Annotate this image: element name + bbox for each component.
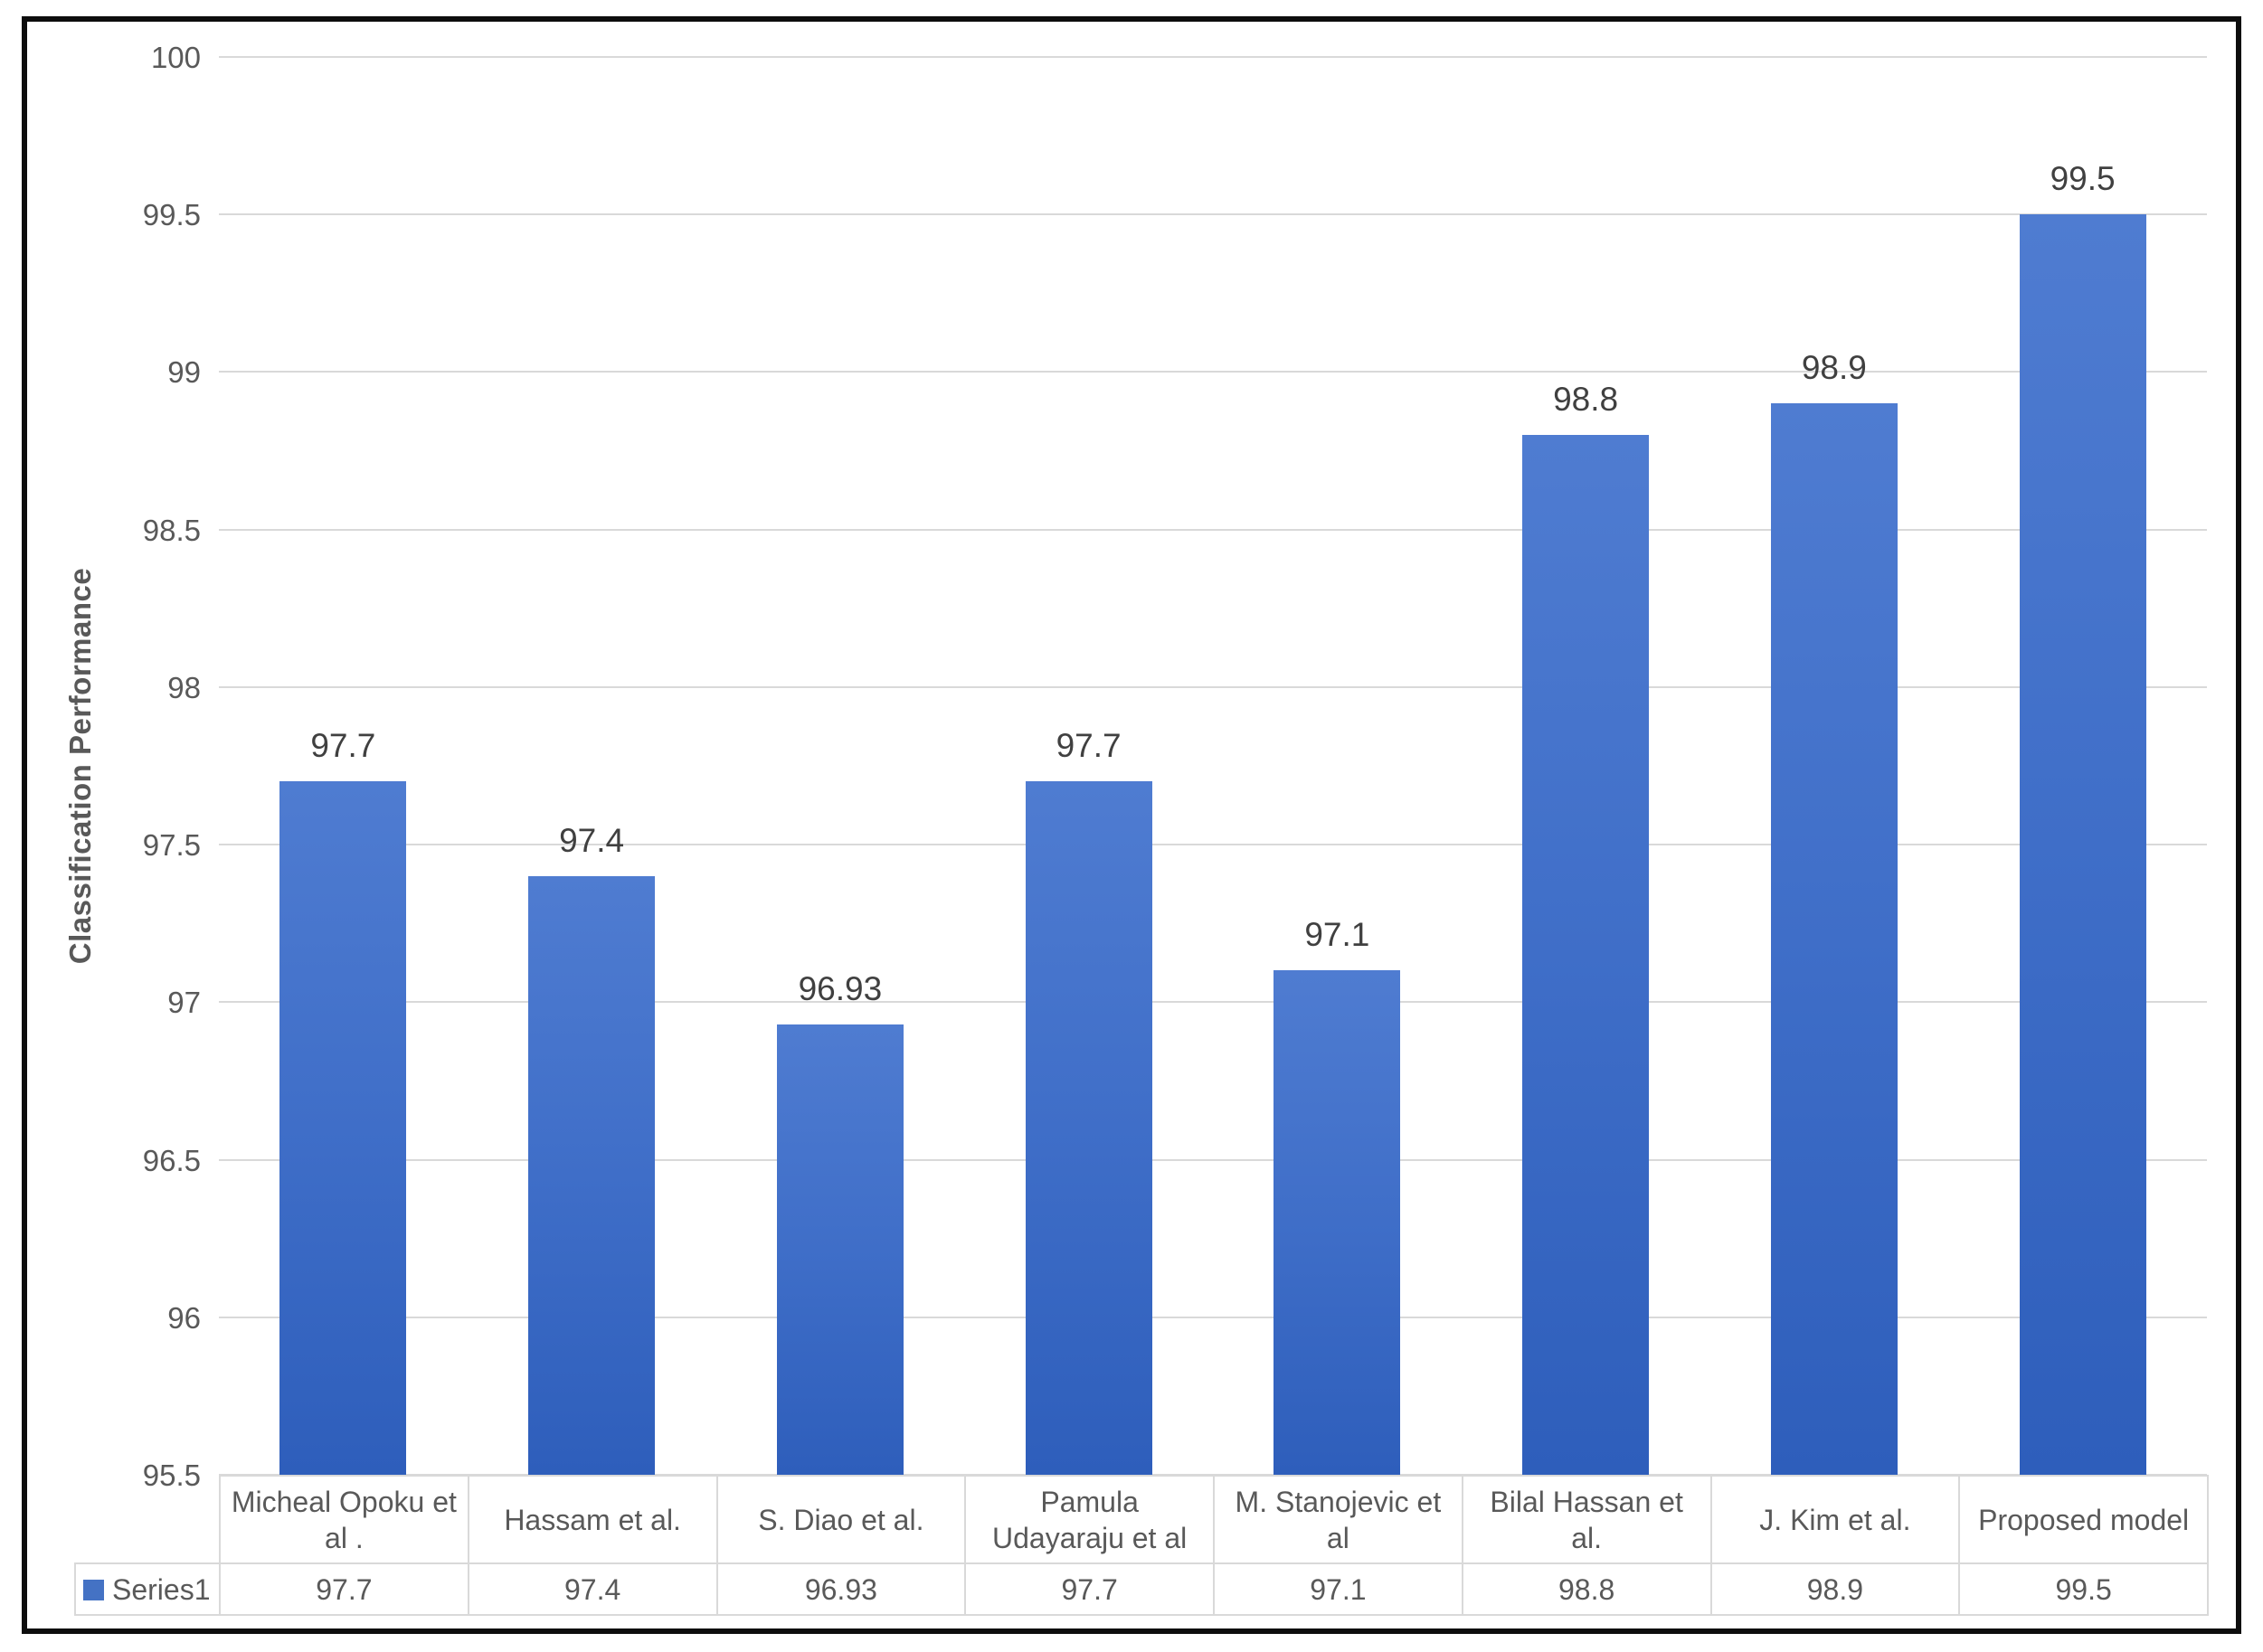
legend-series-label: Series1 [112,1572,211,1606]
gridline [219,1158,2207,1161]
y-tick-label: 97 [167,986,201,1020]
legend-item: Series1 [74,1562,221,1616]
bar [1025,781,1152,1475]
chart-canvas: Classification Performance 100 99.5 99 98.5… [27,22,2236,1628]
chart-frame: Classification Performance 100 99.5 99 98.5… [22,16,2241,1634]
y-tick-label: 99 [167,355,201,390]
gridline [219,56,2207,58]
y-tick-label: 96.5 [142,1143,201,1177]
bar-value-label: 98.8 [1553,381,1619,419]
value-cell: 96.93 [715,1562,967,1616]
bar [776,1024,904,1475]
bar [528,875,656,1475]
gridline [219,1001,2207,1004]
legend-marker-icon [83,1579,104,1600]
category-header: Bilal Hassan et al. [1461,1475,1712,1564]
y-tick-label: 98 [167,670,201,704]
gridline [219,371,2207,373]
bar [2019,214,2146,1475]
data-table: Micheal Opoku et al . Hassam et al. S. Dia… [74,1475,2209,1616]
gridline [219,844,2207,846]
y-tick-label: 100 [150,41,201,74]
category-header: Pamula Udayaraju et al [964,1475,1215,1564]
y-tick-label: 96 [167,1300,201,1335]
category-header: Proposed model [1958,1475,2209,1564]
y-tick-label: 97.5 [142,828,201,863]
category-header: S. Diao et al. [715,1475,967,1564]
category-header: Micheal Opoku et al . [219,1475,469,1564]
value-cell: 97.4 [467,1562,718,1616]
value-cell: 98.8 [1461,1562,1712,1616]
gridline [219,1474,2207,1476]
category-header: Hassam et al. [467,1475,718,1564]
bar-value-label: 97.1 [1304,916,1370,954]
gridline [219,1316,2207,1318]
bar [1274,970,1401,1475]
category-header: J. Kim et al. [1709,1475,1961,1564]
y-tick-label: 95.5 [142,1458,201,1492]
bar-value-label: 97.7 [1056,727,1122,765]
y-tick-label: 98.5 [142,513,201,547]
bar-value-label: 98.9 [1801,349,1867,387]
bar-value-label: 97.7 [310,727,376,765]
value-cell: 99.5 [1958,1562,2209,1616]
value-cell: 97.1 [1213,1562,1463,1616]
bar-value-label: 96.93 [798,969,883,1007]
bar-value-label: 97.4 [559,821,625,859]
value-cell: 97.7 [964,1562,1215,1616]
gridline [219,213,2207,216]
gridline [219,528,2207,531]
value-cell: 98.9 [1709,1562,1961,1616]
category-header: M. Stanojevic et al [1213,1475,1463,1564]
bar [1522,435,1650,1475]
bar-value-label: 99.5 [2050,160,2116,198]
table-corner-blank [75,1476,220,1563]
gridline [219,685,2207,688]
y-tick-label: 99.5 [142,198,201,232]
value-cell: 97.7 [219,1562,469,1616]
bar [1770,403,1898,1475]
bar [279,781,407,1475]
